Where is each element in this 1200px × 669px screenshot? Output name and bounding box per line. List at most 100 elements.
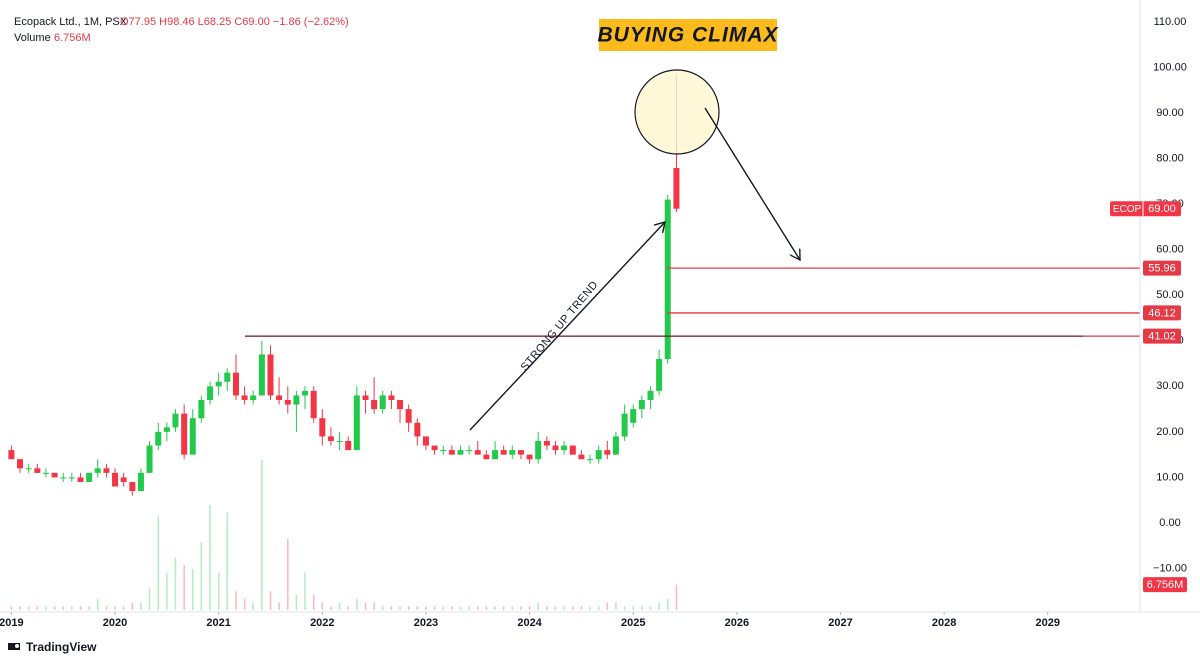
volume-bar <box>442 606 445 610</box>
volume-bar <box>416 606 419 610</box>
candle-body <box>103 468 110 473</box>
volume-bar <box>209 505 211 610</box>
volume-bar <box>597 606 600 610</box>
volume-bar <box>88 606 90 610</box>
candle-body <box>86 472 93 482</box>
volume-bar <box>261 460 263 610</box>
candle-body <box>146 445 153 473</box>
y-tick-label: 10.00 <box>1156 471 1184 483</box>
candle-body <box>474 450 481 455</box>
volume-value: 6.756M <box>54 32 91 44</box>
x-tick-label: 2024 <box>517 617 542 629</box>
candle-body <box>34 468 41 473</box>
grid <box>0 21 1140 569</box>
level-tag <box>1143 305 1181 321</box>
volume-bar <box>36 606 39 610</box>
symbol: Ecopack Ltd., 1M, PSX <box>14 16 128 28</box>
candle-body <box>397 399 404 410</box>
candle-body <box>362 395 369 400</box>
volume-bar <box>511 606 514 610</box>
candle-body <box>163 427 170 432</box>
x-tick-label: 2021 <box>206 617 230 629</box>
candle-body <box>129 481 136 492</box>
volume-bar <box>226 512 229 610</box>
volume-bar <box>623 606 626 610</box>
logo-mark <box>8 643 20 650</box>
volume-bar <box>200 542 203 610</box>
candle-body <box>215 381 222 387</box>
candle-body <box>509 450 516 455</box>
y-tick-label: 50.00 <box>1156 289 1184 301</box>
volume-bar <box>381 606 384 610</box>
candle-body <box>595 450 602 460</box>
volume-pane <box>10 460 678 610</box>
candle-body <box>673 167 680 209</box>
volume-bar <box>19 606 21 610</box>
volume-title: Volume <box>14 32 51 44</box>
volume-bar <box>287 538 289 610</box>
volume-bar <box>27 606 30 610</box>
candle-body <box>466 450 473 452</box>
candle-body <box>94 468 101 473</box>
level-tag-label: 55.96 <box>1148 263 1176 275</box>
candle-body <box>267 354 274 396</box>
volume-bar <box>546 606 548 610</box>
candle-body <box>647 390 654 400</box>
down-arrow <box>704 107 800 260</box>
x-tick-label: 2023 <box>414 617 438 629</box>
candle-body <box>241 395 248 400</box>
volume-bar <box>252 602 254 610</box>
volume-bar <box>278 602 280 610</box>
candle-body <box>42 472 49 474</box>
y-tick-label: 110.00 <box>1154 16 1187 28</box>
candle-body <box>405 409 412 423</box>
title-box <box>599 19 777 51</box>
candle-body <box>137 472 144 492</box>
candle-body <box>587 459 594 461</box>
candle-body <box>552 445 559 451</box>
y-tick-label: 100.00 <box>1153 61 1187 73</box>
candle-body <box>371 399 378 410</box>
x-tick-label: 2027 <box>828 617 852 629</box>
candle-body <box>535 440 542 460</box>
candle-body <box>120 477 127 482</box>
volume-bar <box>45 606 47 610</box>
candle-body <box>8 450 15 460</box>
y-tick-label: 80.00 <box>1156 153 1184 165</box>
candle-body <box>250 395 257 400</box>
x-tick-label: 2028 <box>932 617 956 629</box>
candle-body <box>379 395 386 410</box>
volume-bar <box>675 584 678 610</box>
volume-bar <box>157 516 160 610</box>
candle-body <box>638 399 645 410</box>
volume-bar <box>79 606 82 610</box>
brand: TradingView <box>26 640 97 654</box>
volume-bar <box>589 606 591 610</box>
volume-bar <box>494 606 496 610</box>
candle-body <box>17 459 24 469</box>
volume-bar <box>658 602 660 610</box>
logo-dot <box>15 644 19 648</box>
volume-bar <box>321 602 324 610</box>
y-tick-label: 90.00 <box>1156 107 1184 119</box>
candle-body <box>561 445 568 451</box>
level-tag-label: 46.12 <box>1148 307 1176 319</box>
volume-bar <box>433 606 436 610</box>
volume-bar <box>580 606 583 610</box>
volume-bar <box>174 557 177 610</box>
volume-bar <box>235 591 237 610</box>
volume-bar <box>114 606 116 610</box>
candle-body <box>207 386 214 400</box>
volume-bar <box>407 606 410 610</box>
candle-body <box>310 390 317 419</box>
volume-bar <box>122 606 125 610</box>
candle-body <box>189 418 196 455</box>
candle-body <box>578 454 585 460</box>
candle-body <box>353 395 360 451</box>
volume-bar <box>183 565 185 610</box>
y-tick-label: 0.00 <box>1159 517 1180 529</box>
volume-bar <box>295 595 298 610</box>
candle-body <box>422 436 429 446</box>
candle-body <box>319 418 326 437</box>
